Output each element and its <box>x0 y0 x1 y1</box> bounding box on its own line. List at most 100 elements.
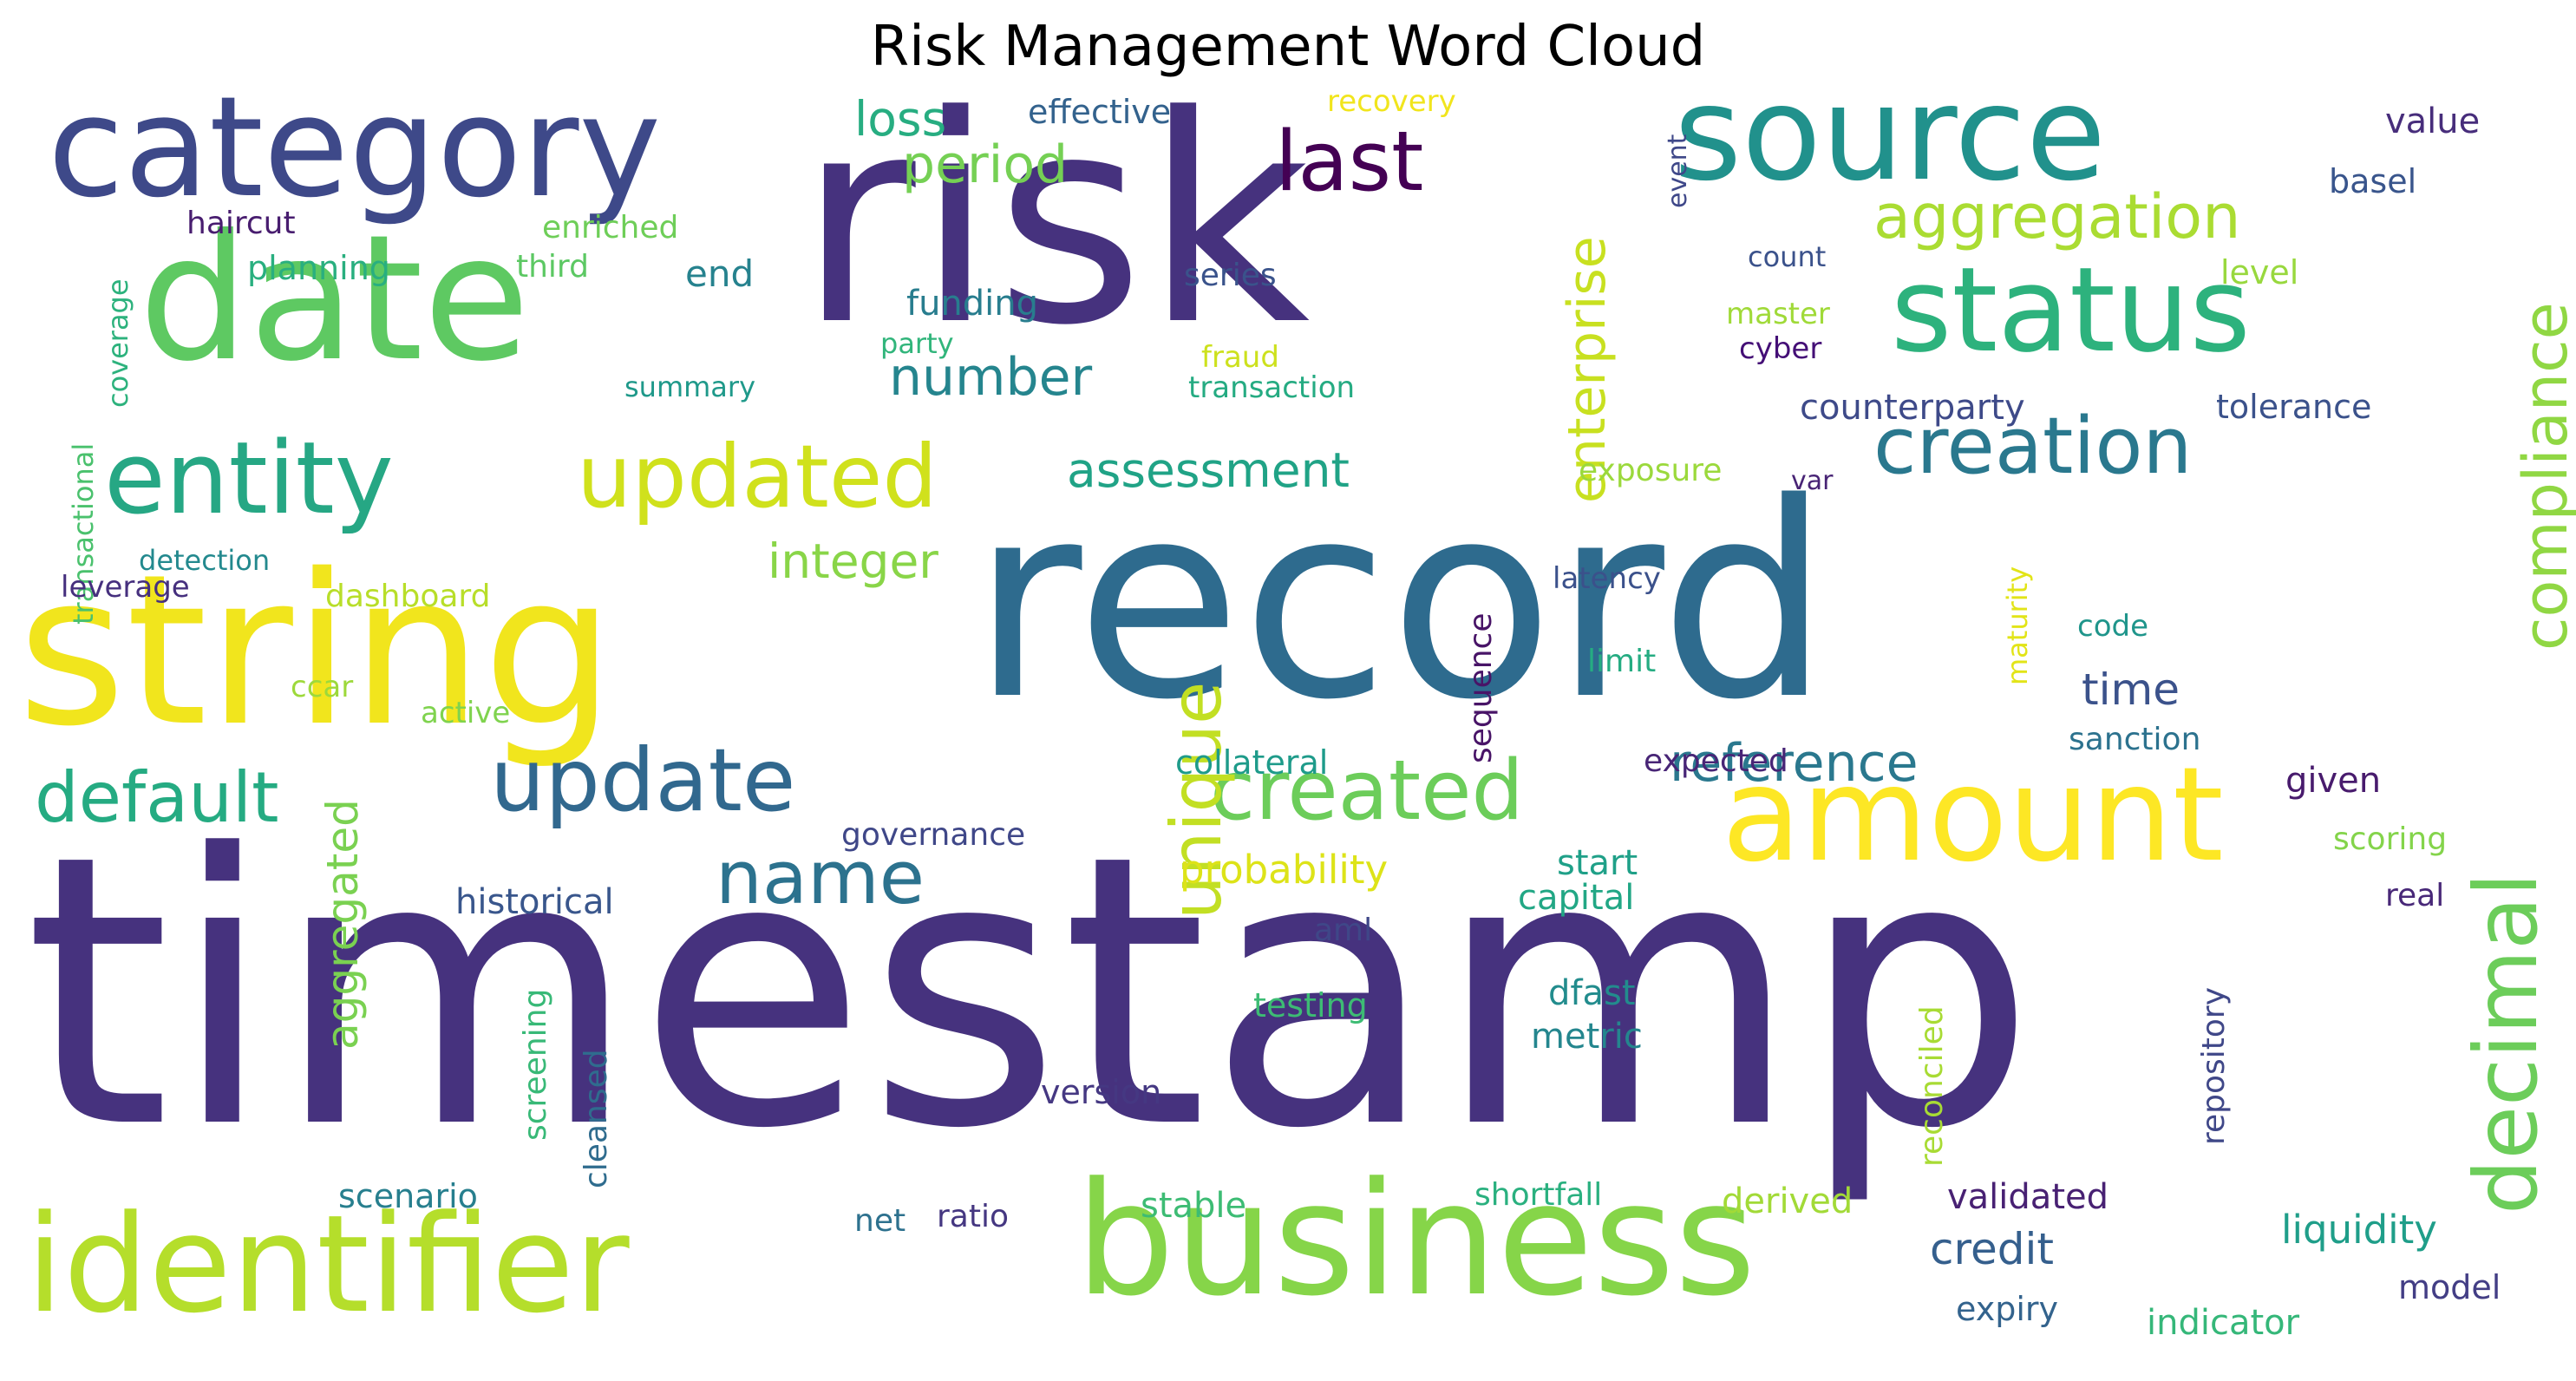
word-enriched: enriched <box>542 210 679 245</box>
word-validated: validated <box>1947 1177 2109 1217</box>
word-aggregated: aggregated <box>317 799 368 1050</box>
word-date: date <box>139 198 530 400</box>
word-transaction: transaction <box>1188 370 1356 405</box>
word-reconciled: reconciled <box>1914 1005 1950 1167</box>
word-record: record <box>971 446 1831 759</box>
word-planning: planning <box>247 249 390 287</box>
word-active: active <box>421 696 511 730</box>
word-var: var <box>1791 466 1834 496</box>
word-version: version <box>1041 1073 1162 1111</box>
word-decimal: decimal <box>2455 872 2557 1214</box>
word-haircut: haircut <box>186 206 296 241</box>
word-indicator: indicator <box>2147 1303 2300 1343</box>
word-ccar: ccar <box>291 670 354 704</box>
word-probability: probability <box>1180 847 1389 893</box>
word-category: category <box>48 66 662 228</box>
chart-title: Risk Management Word Cloud <box>870 15 1706 79</box>
word-period: period <box>902 134 1069 195</box>
word-ratio: ratio <box>937 1199 1010 1234</box>
word-basel: basel <box>2329 162 2417 200</box>
word-code: code <box>2077 609 2148 644</box>
word-series: series <box>1184 258 1277 293</box>
word-limit: limit <box>1587 644 1657 679</box>
word-funding: funding <box>906 284 1039 324</box>
word-name: name <box>716 835 925 921</box>
word-timestamp: timestamp <box>24 776 2037 1210</box>
word-master: master <box>1726 297 1830 331</box>
word-coverage: coverage <box>101 278 134 408</box>
word-default: default <box>35 757 279 838</box>
word-entity: entity <box>104 421 394 537</box>
word-dfast: dfast <box>1548 973 1636 1013</box>
word-sanction: sanction <box>2069 722 2201 757</box>
word-real: real <box>2385 878 2445 913</box>
word-effective: effective <box>1028 93 1172 131</box>
word-scenario: scenario <box>338 1177 478 1215</box>
word-loss: loss <box>854 91 947 147</box>
word-summary: summary <box>624 370 755 403</box>
word-credit: credit <box>1930 1224 2054 1274</box>
word-event: event <box>1663 134 1693 208</box>
word-governance: governance <box>841 817 1026 853</box>
word-dashboard: dashboard <box>325 579 491 614</box>
word-screening: screening <box>518 988 553 1141</box>
word-updated: updated <box>577 426 938 527</box>
word-metric: metric <box>1531 1017 1643 1057</box>
word-creation: creation <box>1873 401 2193 492</box>
word-repository: repository <box>2196 986 2232 1145</box>
word-derived: derived <box>1722 1181 1854 1221</box>
word-given: given <box>2285 761 2382 801</box>
word-stable: stable <box>1141 1186 1247 1226</box>
word-sequence: sequence <box>1463 612 1499 763</box>
word-scoring: scoring <box>2333 821 2448 857</box>
word-cleansed: cleansed <box>579 1049 614 1188</box>
word-end: end <box>685 252 755 295</box>
word-shortfall: shortfall <box>1474 1177 1603 1213</box>
word-maturity: maturity <box>2001 566 2034 685</box>
word-last: last <box>1275 115 1424 210</box>
word-number: number <box>889 347 1093 408</box>
word-collateral: collateral <box>1175 743 1329 782</box>
word-reference: reference <box>1670 733 1919 794</box>
word-liquidity: liquidity <box>2281 1207 2437 1253</box>
word-identifier: identifier <box>26 1186 630 1343</box>
word-status: status <box>1891 242 2251 378</box>
word-exposure: exposure <box>1579 453 1723 488</box>
word-level: level <box>2220 253 2299 291</box>
word-expected: expected <box>1644 743 1788 779</box>
word-testing: testing <box>1253 986 1368 1024</box>
word-latency: latency <box>1553 561 1661 596</box>
word-party: party <box>880 327 954 360</box>
word-net: net <box>854 1203 906 1239</box>
word-source: source <box>1674 59 2107 210</box>
word-created: created <box>1210 743 1524 839</box>
word-risk: risk <box>798 55 1311 388</box>
word-historical: historical <box>455 882 614 922</box>
word-cyber: cyber <box>1739 331 1822 366</box>
word-compliance: compliance <box>2510 302 2576 651</box>
word-update: update <box>490 730 796 831</box>
word-leverage: leverage <box>61 570 190 605</box>
word-count: count <box>1748 240 1827 273</box>
word-string: string <box>17 529 615 772</box>
word-third: third <box>516 249 589 285</box>
word-fraud: fraud <box>1201 340 1279 375</box>
word-tolerance: tolerance <box>2216 388 2372 426</box>
word-counterparty: counterparty <box>1800 388 2025 428</box>
word-model: model <box>2398 1268 2501 1306</box>
word-value: value <box>2385 101 2481 141</box>
word-expiry: expiry <box>1956 1290 2058 1328</box>
word-recovery: recovery <box>1327 84 1456 119</box>
word-start: start <box>1557 843 1638 883</box>
word-integer: integer <box>768 533 938 589</box>
word-capital: capital <box>1518 878 1635 918</box>
word-time: time <box>2082 664 2180 715</box>
word-detection: detection <box>139 544 271 577</box>
word-business: business <box>1076 1149 1756 1331</box>
word-aggregation: aggregation <box>1873 181 2241 252</box>
word-amount: amount <box>1722 740 2224 891</box>
word-aml: aml <box>1314 913 1373 948</box>
word-assessment: assessment <box>1067 442 1350 498</box>
